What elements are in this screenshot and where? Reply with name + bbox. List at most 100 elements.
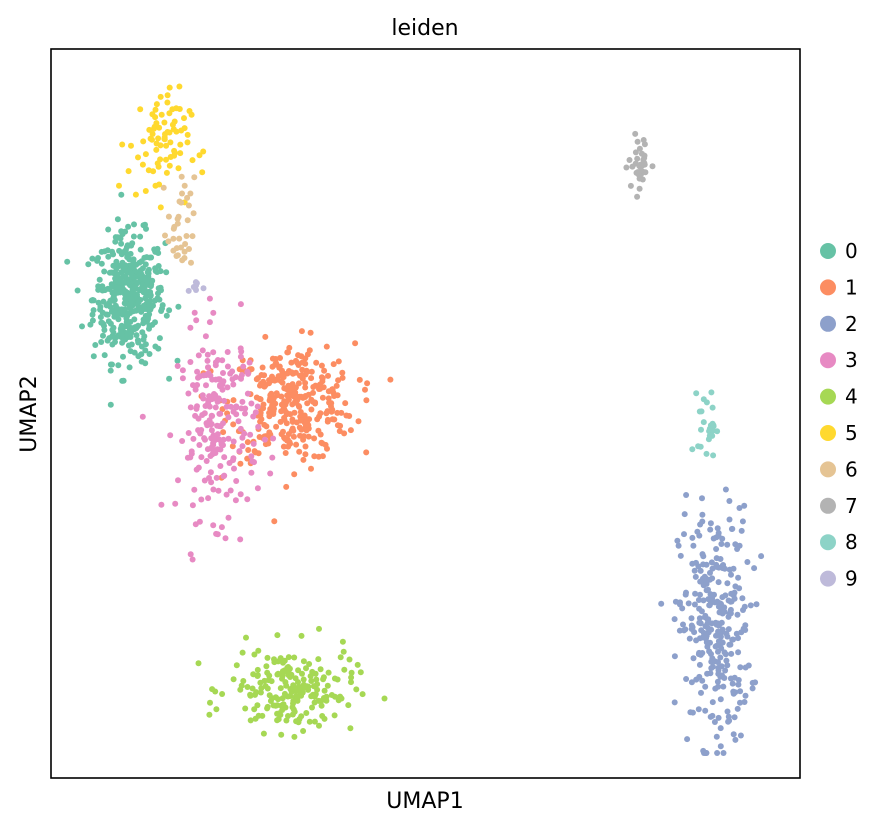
cluster-1-point — [295, 403, 302, 409]
cluster-1-point — [290, 427, 297, 434]
cluster-1-point — [308, 465, 314, 472]
cluster-3-point — [237, 353, 244, 360]
cluster-2-point — [715, 530, 722, 536]
cluster-3-point — [219, 381, 226, 388]
cluster-2-point — [741, 502, 748, 509]
cluster-2-point — [695, 597, 702, 603]
cluster-2-point — [710, 535, 717, 542]
cluster-0-point — [156, 335, 163, 342]
cluster-2-point — [714, 678, 721, 685]
cluster-7-point — [627, 182, 634, 189]
cluster-2-point — [681, 531, 687, 538]
cluster-2-point — [698, 627, 705, 634]
cluster-1-point — [325, 372, 331, 379]
cluster-5-point — [186, 108, 193, 114]
cluster-1-point — [300, 433, 307, 440]
cluster-0-point — [114, 216, 121, 223]
cluster-5-point — [166, 110, 173, 117]
cluster-8-point — [698, 426, 704, 433]
cluster-0-point — [127, 319, 134, 325]
cluster-6-point — [185, 202, 192, 209]
cluster-5-point — [142, 188, 149, 194]
cluster-5-point — [137, 106, 144, 113]
cluster-5-point — [163, 169, 170, 176]
cluster-2-point — [720, 750, 727, 756]
cluster-2-point — [740, 625, 747, 632]
cluster-0-point — [95, 255, 101, 261]
cluster-4-point — [243, 634, 249, 641]
cluster-6-point — [165, 238, 172, 245]
cluster-2-point — [696, 615, 703, 622]
cluster-0-point — [112, 275, 119, 282]
cluster-7-point — [636, 145, 643, 152]
cluster-3-point — [239, 434, 246, 441]
cluster-5-point — [166, 162, 173, 169]
cluster-3-point — [206, 319, 213, 326]
cluster-0-point — [127, 250, 134, 257]
cluster-6-point — [191, 174, 198, 181]
cluster-4-point — [230, 676, 237, 683]
cluster-2-point — [712, 685, 719, 692]
cluster-4-point — [328, 692, 335, 698]
cluster-4-point — [317, 666, 324, 673]
cluster-3-point — [267, 470, 274, 477]
cluster-3-point — [236, 448, 243, 455]
cluster-4-point — [294, 696, 301, 703]
cluster-0-point — [131, 221, 137, 228]
cluster-2-point — [732, 541, 739, 548]
cluster-1-point — [330, 361, 337, 368]
cluster-3-point — [187, 324, 194, 331]
cluster-2-point — [686, 635, 693, 642]
cluster-8-point — [710, 422, 717, 429]
cluster-2-point — [730, 565, 737, 572]
cluster-4-point — [277, 685, 284, 692]
cluster-1-point — [293, 441, 300, 448]
cluster-3-point — [213, 474, 220, 481]
cluster-4-point — [346, 656, 353, 663]
cluster-1-point — [283, 483, 290, 490]
cluster-1-point — [237, 460, 244, 467]
cluster-2-point — [726, 498, 733, 504]
cluster-0-point — [118, 228, 125, 235]
cluster-3-point — [233, 411, 240, 418]
cluster-5-point — [158, 111, 165, 118]
cluster-0-point — [106, 335, 113, 342]
cluster-2-point — [739, 518, 746, 525]
cluster-4-point — [311, 718, 318, 725]
cluster-3-point — [195, 464, 202, 471]
cluster-3-point — [175, 477, 181, 484]
cluster-4-point — [357, 669, 364, 676]
cluster-4-point — [264, 654, 271, 661]
cluster-4-point — [345, 702, 352, 709]
cluster-2-point — [726, 516, 733, 523]
legend-marker-4 — [820, 388, 836, 405]
cluster-0-point — [135, 299, 142, 306]
cluster-3-point — [255, 423, 262, 430]
cluster-3-point — [172, 500, 179, 507]
cluster-1-point — [299, 366, 306, 373]
cluster-4-point — [283, 717, 290, 724]
cluster-3-point — [232, 497, 239, 504]
cluster-3-point — [222, 535, 229, 542]
cluster-2-point — [719, 607, 726, 614]
cluster-6-point — [181, 255, 188, 261]
cluster-5-point — [178, 127, 185, 134]
cluster-2-point — [690, 542, 697, 549]
cluster-3-point — [229, 368, 236, 375]
cluster-3-point — [249, 458, 256, 465]
cluster-4-point — [275, 696, 282, 703]
cluster-2-point — [725, 613, 732, 620]
cluster-3-point — [205, 495, 212, 502]
cluster-1-point — [302, 371, 309, 378]
cluster-2-point — [696, 532, 703, 539]
legend: 0 1 2 3 4 5 6 7 8 9 — [820, 239, 858, 591]
cluster-0-point — [155, 263, 162, 269]
cluster-5-point — [125, 168, 132, 175]
cluster-3-point — [230, 455, 237, 462]
cluster-2-point — [692, 590, 699, 597]
cluster-1-point — [336, 428, 343, 435]
cluster-2-point — [689, 534, 696, 541]
cluster-9-point — [200, 285, 207, 292]
cluster-3-point — [203, 372, 210, 379]
cluster-6-point — [170, 247, 177, 254]
